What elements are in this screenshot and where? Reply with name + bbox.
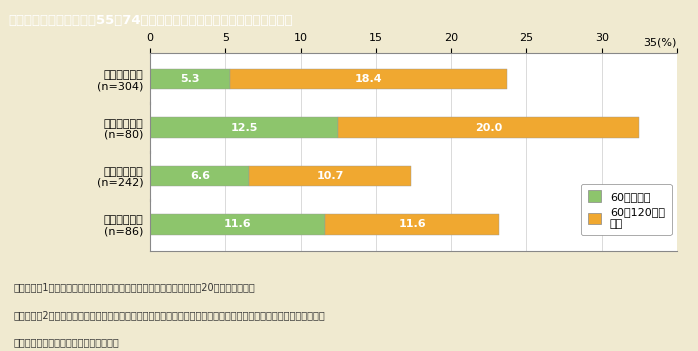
Text: 第１－５図　単身世帯（55～74歳）における低所得層の割合（年間収入）: 第１－５図 単身世帯（55～74歳）における低所得層の割合（年間収入）: [8, 14, 293, 27]
Text: 11.6: 11.6: [223, 219, 251, 229]
Bar: [150, 166, 249, 186]
Text: 11.6: 11.6: [399, 219, 426, 229]
Text: （備考）　1．内閣府「高齢男女の自立した生活に関する調査」（平成20年）より作成。: （備考） 1．内閣府「高齢男女の自立した生活に関する調査」（平成20年）より作成…: [14, 283, 255, 292]
Text: 10.7: 10.7: [316, 171, 343, 181]
Text: 5.3: 5.3: [180, 74, 200, 84]
Text: 18.4: 18.4: [355, 74, 383, 84]
Text: 2．「収入」は税込みであり，就業による収入，年金等による収入のほか，預貯金の引き出し，家賃収入や: 2．「収入」は税込みであり，就業による収入，年金等による収入のほか，預貯金の引き…: [14, 311, 326, 320]
Bar: [249, 166, 410, 186]
Text: 利子等による収入も含む。: 利子等による収入も含む。: [14, 337, 120, 347]
Text: 20.0: 20.0: [475, 122, 503, 133]
Bar: [150, 118, 339, 138]
Bar: [150, 69, 230, 90]
Bar: [150, 214, 325, 234]
Text: 35(%): 35(%): [644, 37, 677, 47]
Bar: [325, 214, 499, 234]
Bar: [339, 118, 639, 138]
Bar: [230, 69, 507, 90]
Text: 12.5: 12.5: [230, 122, 258, 133]
Text: 6.6: 6.6: [190, 171, 210, 181]
Legend: 60万円未満, 60～120万円
未満: 60万円未満, 60～120万円 未満: [581, 184, 671, 236]
